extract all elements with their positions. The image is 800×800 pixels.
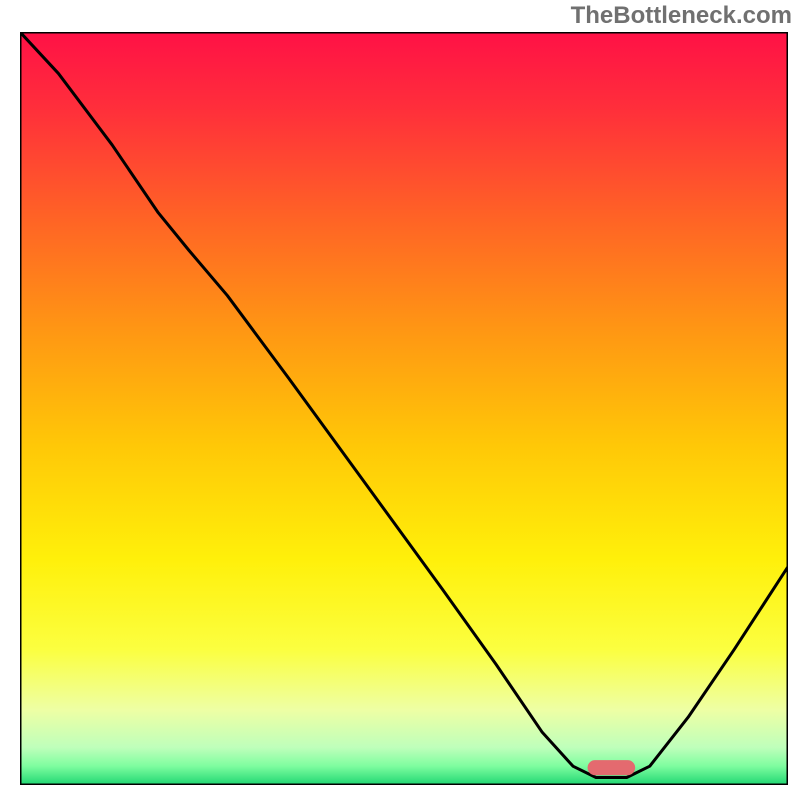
watermark-text: TheBottleneck.com — [571, 2, 792, 30]
background-gradient — [20, 32, 788, 785]
chart-container: TheBottleneck.com — [0, 0, 800, 800]
plot-area — [20, 32, 788, 785]
